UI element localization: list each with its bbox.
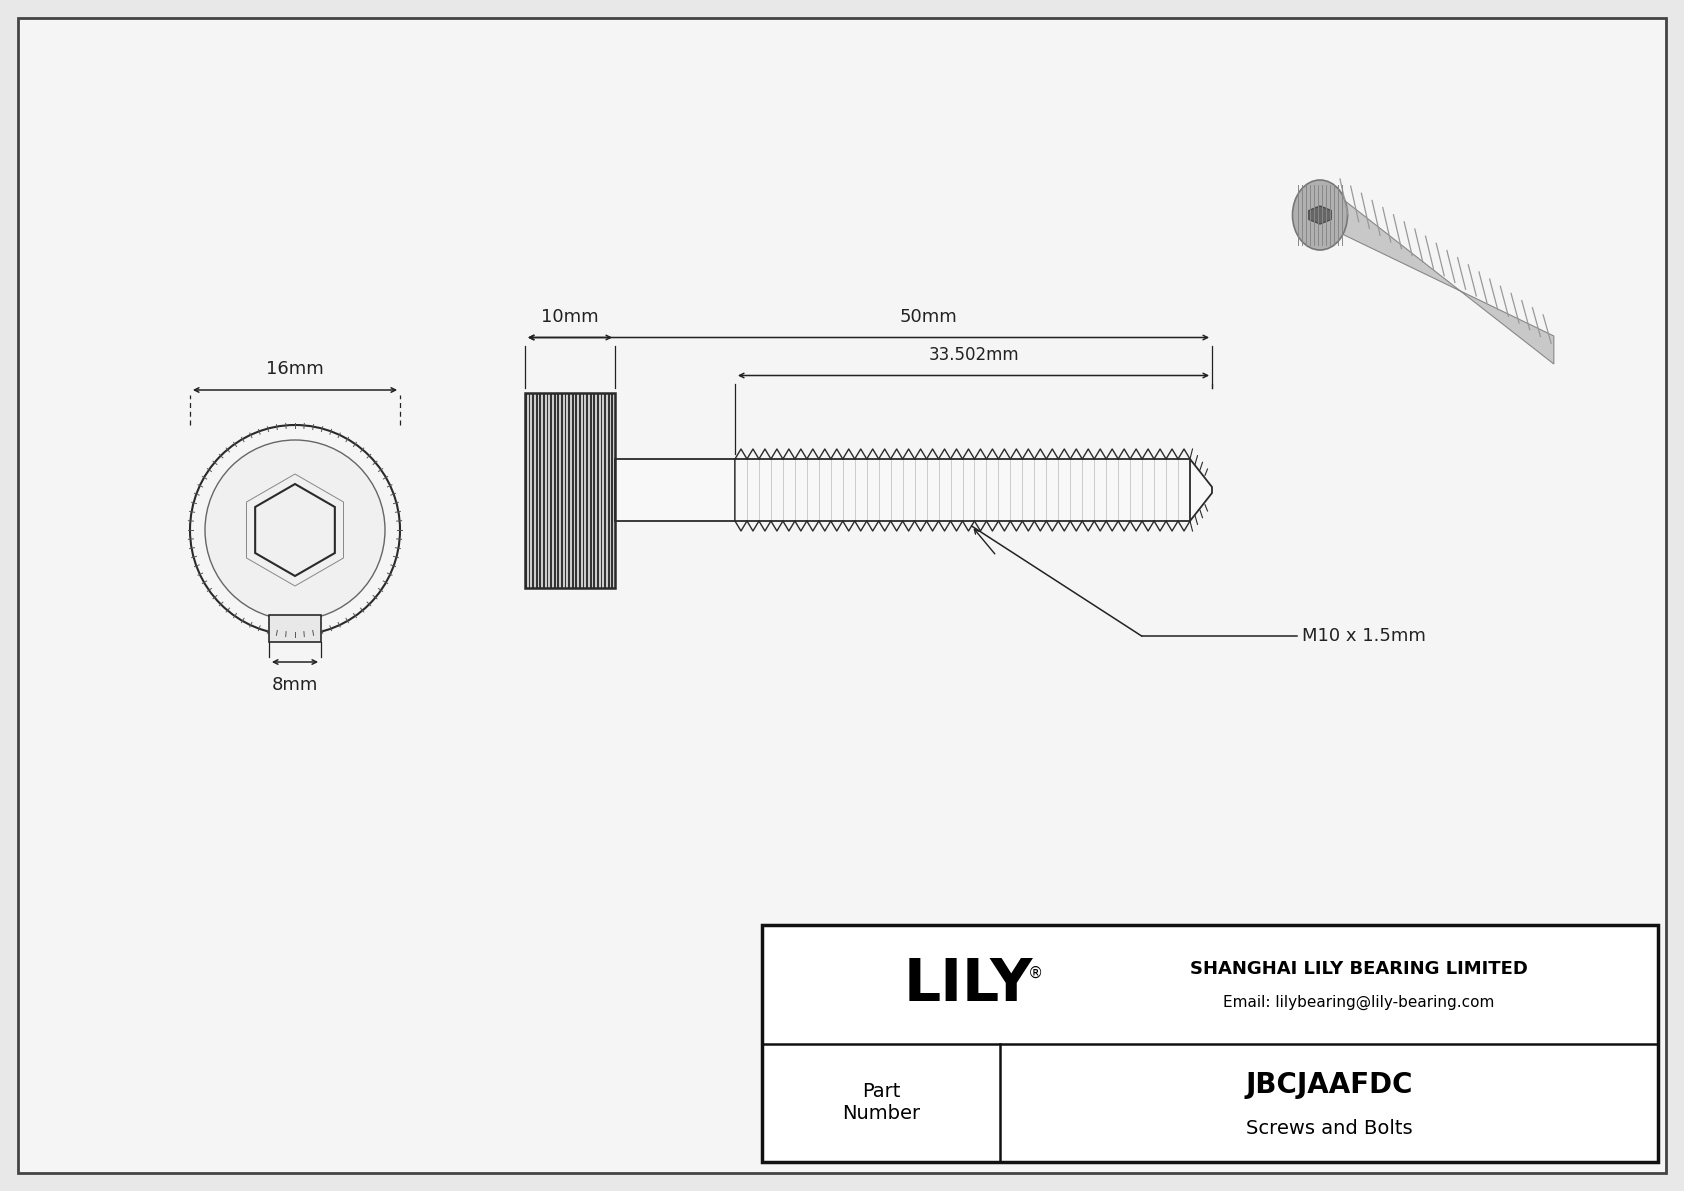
Bar xyxy=(579,393,581,587)
Bar xyxy=(556,393,557,587)
Bar xyxy=(562,393,564,587)
Bar xyxy=(529,393,530,587)
Bar xyxy=(613,393,615,587)
Bar xyxy=(734,459,1191,520)
Text: Part
Number: Part Number xyxy=(842,1083,919,1123)
Bar xyxy=(269,615,322,642)
Bar xyxy=(569,393,573,587)
Circle shape xyxy=(205,439,386,621)
Bar xyxy=(547,393,549,587)
Text: JBCJAAFDC: JBCJAAFDC xyxy=(1244,1071,1413,1099)
Bar xyxy=(542,393,546,587)
Bar xyxy=(576,393,578,587)
Text: SHANGHAI LILY BEARING LIMITED: SHANGHAI LILY BEARING LIMITED xyxy=(1191,960,1527,978)
Bar xyxy=(608,393,610,587)
Text: 10mm: 10mm xyxy=(541,307,600,325)
Bar xyxy=(536,393,537,587)
Bar xyxy=(557,393,559,587)
Bar xyxy=(537,393,539,587)
Bar xyxy=(551,393,552,587)
Bar xyxy=(559,393,561,587)
Bar xyxy=(615,459,734,520)
Text: Email: lilybearing@lily-bearing.com: Email: lilybearing@lily-bearing.com xyxy=(1223,994,1495,1010)
Bar xyxy=(530,393,532,587)
Bar xyxy=(525,393,527,587)
Bar xyxy=(598,393,600,587)
Polygon shape xyxy=(1191,459,1212,520)
Bar xyxy=(568,393,569,587)
Bar xyxy=(573,393,574,587)
Bar xyxy=(603,393,605,587)
Bar xyxy=(611,393,613,587)
Bar xyxy=(610,393,611,587)
Bar xyxy=(593,393,594,587)
Bar xyxy=(583,393,584,587)
Bar xyxy=(546,393,547,587)
Bar xyxy=(606,393,608,587)
Bar xyxy=(561,393,562,587)
Bar xyxy=(594,393,598,587)
Bar xyxy=(578,393,579,587)
Bar xyxy=(600,393,601,587)
Bar xyxy=(527,393,529,587)
Bar xyxy=(589,393,591,587)
Text: 16mm: 16mm xyxy=(266,360,323,378)
Bar xyxy=(761,925,1659,1162)
Bar xyxy=(554,393,556,587)
Text: ®: ® xyxy=(1027,966,1044,981)
Bar xyxy=(564,393,566,587)
Text: 8mm: 8mm xyxy=(271,676,318,694)
Bar xyxy=(591,393,593,587)
Bar xyxy=(552,393,554,587)
Text: 50mm: 50mm xyxy=(899,307,958,325)
Bar xyxy=(539,393,541,587)
Ellipse shape xyxy=(1293,180,1347,250)
Bar xyxy=(581,393,583,587)
Text: 33.502mm: 33.502mm xyxy=(928,345,1019,363)
Bar xyxy=(574,393,576,587)
Bar xyxy=(525,393,615,587)
Bar xyxy=(534,393,536,587)
Bar xyxy=(584,393,586,587)
Text: LILY: LILY xyxy=(903,955,1032,1012)
Text: Screws and Bolts: Screws and Bolts xyxy=(1246,1120,1413,1139)
Bar xyxy=(601,393,603,587)
Bar xyxy=(586,393,588,587)
Bar xyxy=(566,393,568,587)
Text: M10 x 1.5mm: M10 x 1.5mm xyxy=(1302,626,1425,646)
Polygon shape xyxy=(1308,206,1332,224)
Bar xyxy=(532,393,534,587)
Polygon shape xyxy=(1340,197,1554,364)
Bar xyxy=(605,393,606,587)
Bar xyxy=(549,393,551,587)
Bar xyxy=(541,393,542,587)
Bar xyxy=(588,393,589,587)
